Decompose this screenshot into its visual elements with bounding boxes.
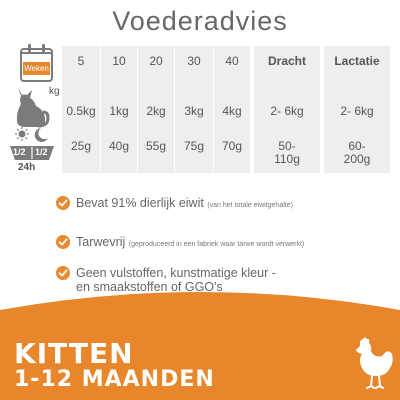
product-name: KITTEN — [14, 337, 134, 370]
benefit-text-line2: en smaakstoffen of GGO's — [76, 280, 223, 294]
column-amount: 25g — [70, 139, 92, 153]
column-weight: 0.5kg — [66, 104, 96, 118]
column-weight: 2- 6kg — [340, 104, 374, 118]
column-head: 20 — [149, 54, 163, 68]
column-head: 40 — [225, 54, 239, 68]
page-title: Voederadvies — [112, 6, 288, 36]
benefit-note: (van het totale eiwitgehalte) — [207, 202, 293, 209]
column-head: 30 — [187, 54, 201, 68]
footer-wave — [0, 292, 400, 400]
feeding-column: 30 3kg 75g — [175, 46, 213, 173]
portion-fraction-right: 1/2 — [35, 147, 48, 157]
column-weight: 4kg — [222, 104, 242, 118]
column-amount: 40g — [108, 139, 130, 153]
benefit-text: Tarwevrij — [76, 235, 126, 249]
age-range: 1-12 MAANDEN — [14, 367, 215, 392]
row-labels: Weken kg 1/2 1/2 24h — [0, 0, 62, 180]
benefit-text: Bevat 91% dierlijk eiwit — [76, 196, 204, 210]
period-label: 24h — [18, 162, 36, 173]
column-amount: 55g — [145, 139, 167, 153]
column-weight: 1kg — [109, 104, 129, 118]
portion-fraction-left: 1/2 — [13, 147, 26, 157]
column-amount: 50- 110g — [274, 139, 300, 166]
column-weight: 2kg — [146, 104, 166, 118]
column-head: 10 — [112, 54, 126, 68]
moon-icon — [34, 128, 48, 142]
weight-unit: kg — [49, 86, 60, 97]
feeding-column: 10 1kg 40g — [101, 46, 137, 173]
sun-moon-bowl-icon — [10, 127, 54, 160]
feeding-column: Lactatie 2- 6kg 60- 200g — [324, 46, 390, 173]
feeding-column: Dracht 2- 6kg 50- 110g — [254, 46, 320, 173]
column-weight: 3kg — [184, 104, 204, 118]
column-amount: 75g — [183, 139, 205, 153]
check-icon — [56, 235, 70, 249]
column-amount: 60- 200g — [343, 139, 371, 166]
column-head: Dracht — [267, 54, 306, 68]
sun-icon — [15, 127, 29, 141]
cat-icon — [16, 88, 50, 128]
column-head: Lactatie — [334, 54, 380, 68]
feeding-column: 5 0.5kg 25g — [62, 46, 100, 173]
calendar-label: Weken — [23, 62, 50, 75]
column-head: 5 — [77, 54, 85, 68]
feeding-column: 40 4kg 70g — [214, 46, 250, 173]
calendar-icon: Weken — [20, 44, 53, 82]
feeding-column: 20 2kg 55g — [138, 46, 174, 173]
check-icon — [56, 196, 70, 210]
column-amount: 70g — [221, 139, 243, 153]
check-icon — [56, 266, 70, 280]
benefit-item: Geen vulstoffen, kunstmatige kleur - en … — [76, 266, 276, 294]
benefit-note: (geproduceerd in een fabriek waar tarwe … — [128, 241, 305, 248]
benefit-item: Bevat 91% dierlijk eiwit (van het totale… — [76, 196, 293, 213]
chicken-icon — [356, 337, 393, 389]
benefit-text: Geen vulstoffen, kunstmatige kleur - — [76, 266, 276, 280]
column-weight: 2- 6kg — [270, 104, 304, 118]
benefit-item: Tarwevrij (geproduceerd in een fabriek w… — [76, 235, 304, 252]
